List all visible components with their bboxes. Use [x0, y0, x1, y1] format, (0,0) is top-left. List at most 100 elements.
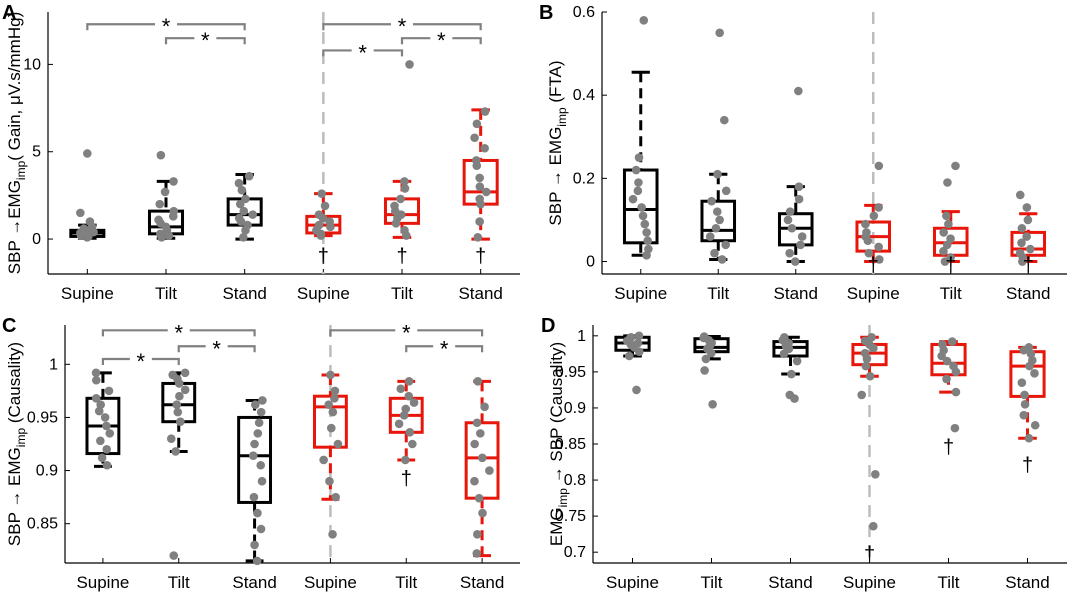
data-point	[83, 149, 92, 158]
data-point	[472, 418, 482, 428]
a-x-tick-label: Tilt	[155, 284, 177, 303]
b-y-tick-label: 0.4	[573, 87, 595, 104]
d-y-tick-label: 0.75	[555, 508, 586, 525]
b-dagger-marker: †	[868, 255, 879, 277]
d-box-2	[693, 332, 730, 409]
a-x-tick-label: Stand	[458, 284, 502, 303]
data-point	[783, 215, 793, 225]
b-y-axis-label: SBP → EMGimp (FTA)	[546, 60, 569, 225]
data-point	[950, 423, 960, 433]
data-point	[258, 396, 267, 405]
panel-label-a: A	[2, 2, 16, 24]
d-x-tick-label: Stand	[768, 573, 812, 592]
d-y-tick-label: 0.95	[555, 364, 586, 381]
data-point	[169, 177, 178, 186]
data-point	[250, 540, 259, 550]
c-y-tick-label: 1	[49, 356, 58, 373]
data-point	[319, 455, 328, 465]
data-point	[96, 436, 105, 446]
c-y-tick-label: 0.85	[27, 516, 58, 533]
a-y-tick-label: 0	[32, 231, 41, 248]
a-box-6	[462, 107, 499, 242]
data-point	[794, 86, 803, 96]
b-x-tick-label: Stand	[774, 284, 818, 303]
b-box-2	[700, 28, 737, 264]
data-point	[715, 28, 724, 38]
d-y-tick-label: 0.9	[564, 400, 586, 417]
d-x-tick-label: Stand	[1005, 573, 1049, 592]
panel-b: B 0 0.2 0.4 0.6 Supine Tilt Stand Supine Tilt Sta…	[539, 2, 1067, 303]
data-point	[235, 199, 245, 209]
b-y-tick-label: 0	[586, 254, 595, 271]
d-y-axis-label: EMGimp → SBP (Causality)	[547, 342, 570, 546]
c-box-6	[464, 377, 500, 558]
data-point	[320, 201, 330, 211]
c-box-2	[161, 368, 197, 560]
data-point	[640, 219, 650, 229]
data-point	[1017, 223, 1027, 233]
data-point	[390, 201, 399, 211]
a-significance-bracket: *	[322, 40, 404, 65]
bracket-gap	[155, 18, 177, 31]
data-point	[328, 530, 337, 539]
data-point	[254, 418, 264, 428]
data-point	[711, 223, 721, 233]
d-dagger-marker: †	[864, 543, 875, 565]
data-point	[474, 493, 484, 503]
data-point	[156, 150, 166, 160]
data-point	[715, 215, 724, 225]
d-box-4	[851, 332, 888, 531]
data-point	[244, 171, 254, 181]
box-iqr	[312, 394, 348, 449]
data-point	[642, 228, 651, 237]
d-dagger-marker: †	[943, 437, 954, 459]
data-point	[947, 337, 957, 346]
data-point	[241, 194, 250, 204]
c-x-tick-label: Supine	[304, 573, 357, 592]
data-point	[243, 220, 252, 230]
data-point	[944, 219, 953, 229]
data-point	[787, 369, 796, 379]
significance-star: *	[162, 14, 171, 39]
data-point	[176, 417, 185, 426]
data-point	[325, 217, 334, 226]
c-x-tick-label: Tilt	[168, 573, 190, 592]
b-y-tick-label: 0.2	[573, 170, 595, 187]
data-point	[705, 232, 715, 241]
data-point	[401, 455, 410, 465]
data-point	[394, 419, 404, 429]
b-box-3	[777, 86, 814, 266]
data-point	[874, 161, 884, 171]
data-point	[102, 460, 112, 470]
data-point	[633, 338, 643, 348]
data-point	[939, 228, 948, 237]
c-significance-bracket: *	[329, 320, 484, 345]
c-significance-bracket: *	[177, 336, 256, 361]
b-box-4	[855, 161, 892, 264]
data-point	[473, 530, 482, 539]
data-point	[253, 508, 262, 518]
significance-star: *	[440, 336, 449, 361]
data-point	[1030, 420, 1040, 430]
data-point	[946, 234, 955, 243]
data-point	[1020, 400, 1030, 409]
data-point	[330, 394, 339, 403]
c-y-axis-label: SBP → EMGimp (Causality)	[5, 342, 28, 546]
data-point	[91, 375, 101, 385]
box-iqr	[622, 168, 659, 245]
b-box-5	[932, 161, 969, 266]
b-x-tick-label: Tilt	[940, 284, 962, 303]
data-point	[626, 332, 636, 342]
c-x-tick-label: Stand	[460, 573, 504, 592]
data-point	[1022, 203, 1032, 212]
data-point	[480, 143, 489, 153]
data-point	[860, 336, 870, 346]
data-point	[173, 407, 183, 417]
a-y-tick-label: 10	[23, 56, 41, 73]
data-point	[1030, 369, 1039, 378]
d-y-tick-label: 1	[577, 328, 586, 345]
panel-d: D 0.7 0.75 0.8 0.85 0.9 0.95 1 Supine Tilt Stand S…	[541, 315, 1067, 592]
data-point	[794, 182, 804, 191]
data-point	[785, 207, 795, 216]
data-point	[721, 186, 731, 196]
